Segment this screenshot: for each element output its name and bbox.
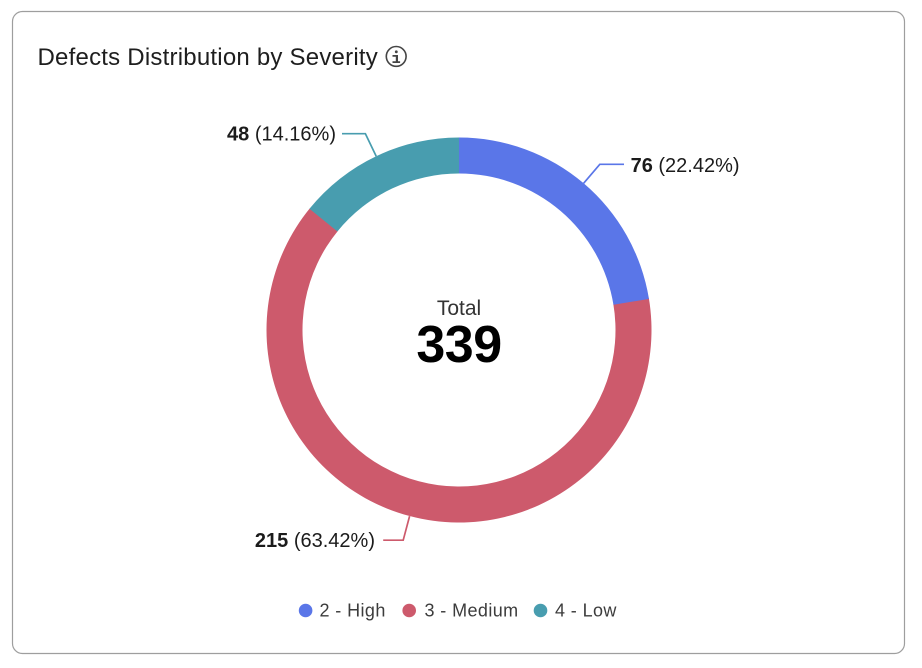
- svg-text:Total: Total: [437, 297, 481, 320]
- svg-text:76 (22.42%): 76 (22.42%): [631, 155, 740, 177]
- svg-text:4 - Low: 4 - Low: [555, 600, 617, 620]
- svg-text:339: 339: [416, 316, 501, 374]
- svg-text:3 - Medium: 3 - Medium: [425, 600, 519, 620]
- svg-text:Defects Distribution by Severi: Defects Distribution by Severity: [38, 44, 379, 71]
- svg-text:215 (63.42%): 215 (63.42%): [255, 530, 375, 552]
- svg-text:48 (14.16%): 48 (14.16%): [227, 123, 336, 145]
- svg-text:2 - High: 2 - High: [320, 600, 386, 620]
